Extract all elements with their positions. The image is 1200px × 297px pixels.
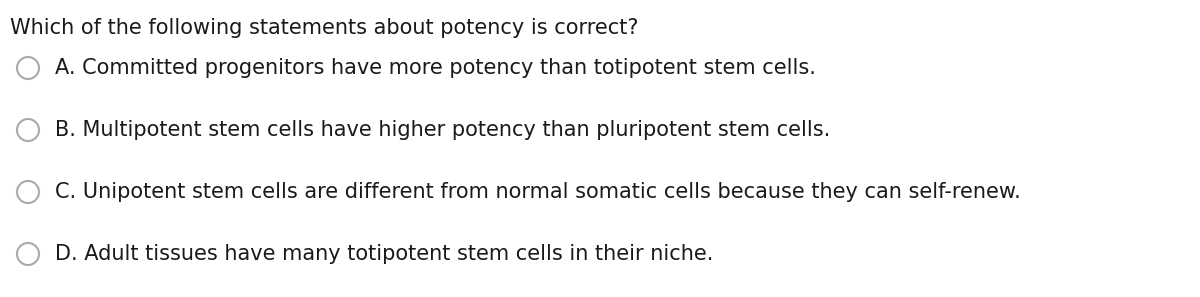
Text: C. Unipotent stem cells are different from normal somatic cells because they can: C. Unipotent stem cells are different fr… (55, 182, 1021, 202)
Text: D. Adult tissues have many totipotent stem cells in their niche.: D. Adult tissues have many totipotent st… (55, 244, 713, 264)
Text: B. Multipotent stem cells have higher potency than pluripotent stem cells.: B. Multipotent stem cells have higher po… (55, 120, 830, 140)
Text: Which of the following statements about potency is correct?: Which of the following statements about … (10, 18, 638, 38)
Text: A. Committed progenitors have more potency than totipotent stem cells.: A. Committed progenitors have more poten… (55, 58, 816, 78)
